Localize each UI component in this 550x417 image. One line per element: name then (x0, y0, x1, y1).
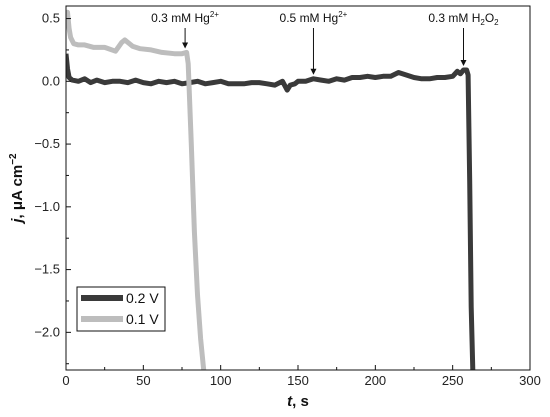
annotations: 0.3 mM Hg2+ 0.5 mM Hg2+ 0.3 mM H2O2 (151, 10, 499, 75)
annotation-label-1: 0.5 mM Hg2+ (280, 10, 348, 25)
x-tick-label-150: 150 (287, 373, 309, 388)
legend: 0.2 V 0.1 V (76, 286, 166, 332)
x-axis-variable: t (287, 393, 293, 410)
annotation-arrowhead-0 (182, 42, 189, 49)
annotation-arrowhead-2 (460, 60, 467, 67)
y-tick-label-4: −1.5 (34, 262, 60, 277)
y-axis-unit-sup: −2 (8, 153, 19, 165)
series-layer (66, 9, 476, 370)
x-tick-label-50: 50 (136, 373, 150, 388)
y-tick-label-0: 0.5 (42, 11, 60, 26)
series-line-0 (66, 53, 476, 370)
x-tick-label-250: 250 (442, 373, 464, 388)
series-line-1 (66, 9, 207, 370)
y-tick-label-2: −0.5 (34, 136, 60, 151)
legend-box (76, 286, 166, 332)
y-tick-label-1: 0.0 (42, 73, 60, 88)
x-tick-label-300: 300 (519, 373, 541, 388)
y-axis-label: j, μA cm−2 (8, 153, 26, 225)
y-tick-label-5: −2.0 (34, 324, 60, 339)
y-axis-unit: , μA cm (9, 165, 26, 219)
legend-label-0: 0.2 V (126, 290, 159, 306)
annotation-label-0: 0.3 mM Hg2+ (151, 10, 219, 25)
y-axis-variable: j (9, 218, 26, 225)
x-tick-label-0: 0 (62, 373, 69, 388)
annotation-label-2: 0.3 mM H2O2 (428, 11, 499, 27)
x-axis-label: t, s (287, 393, 309, 410)
y-tick-label-3: −1.0 (34, 199, 60, 214)
legend-label-1: 0.1 V (126, 311, 159, 327)
x-tick-label-100: 100 (210, 373, 232, 388)
x-axis-unit: , s (292, 393, 309, 410)
axes: 0 50 100 150 200 250 300 0.5 0.0 −0.5 −1.0 −1.5 −2.0 (34, 5, 541, 388)
x-tick-label-200: 200 (364, 373, 386, 388)
annotation-arrowhead-1 (310, 68, 317, 75)
